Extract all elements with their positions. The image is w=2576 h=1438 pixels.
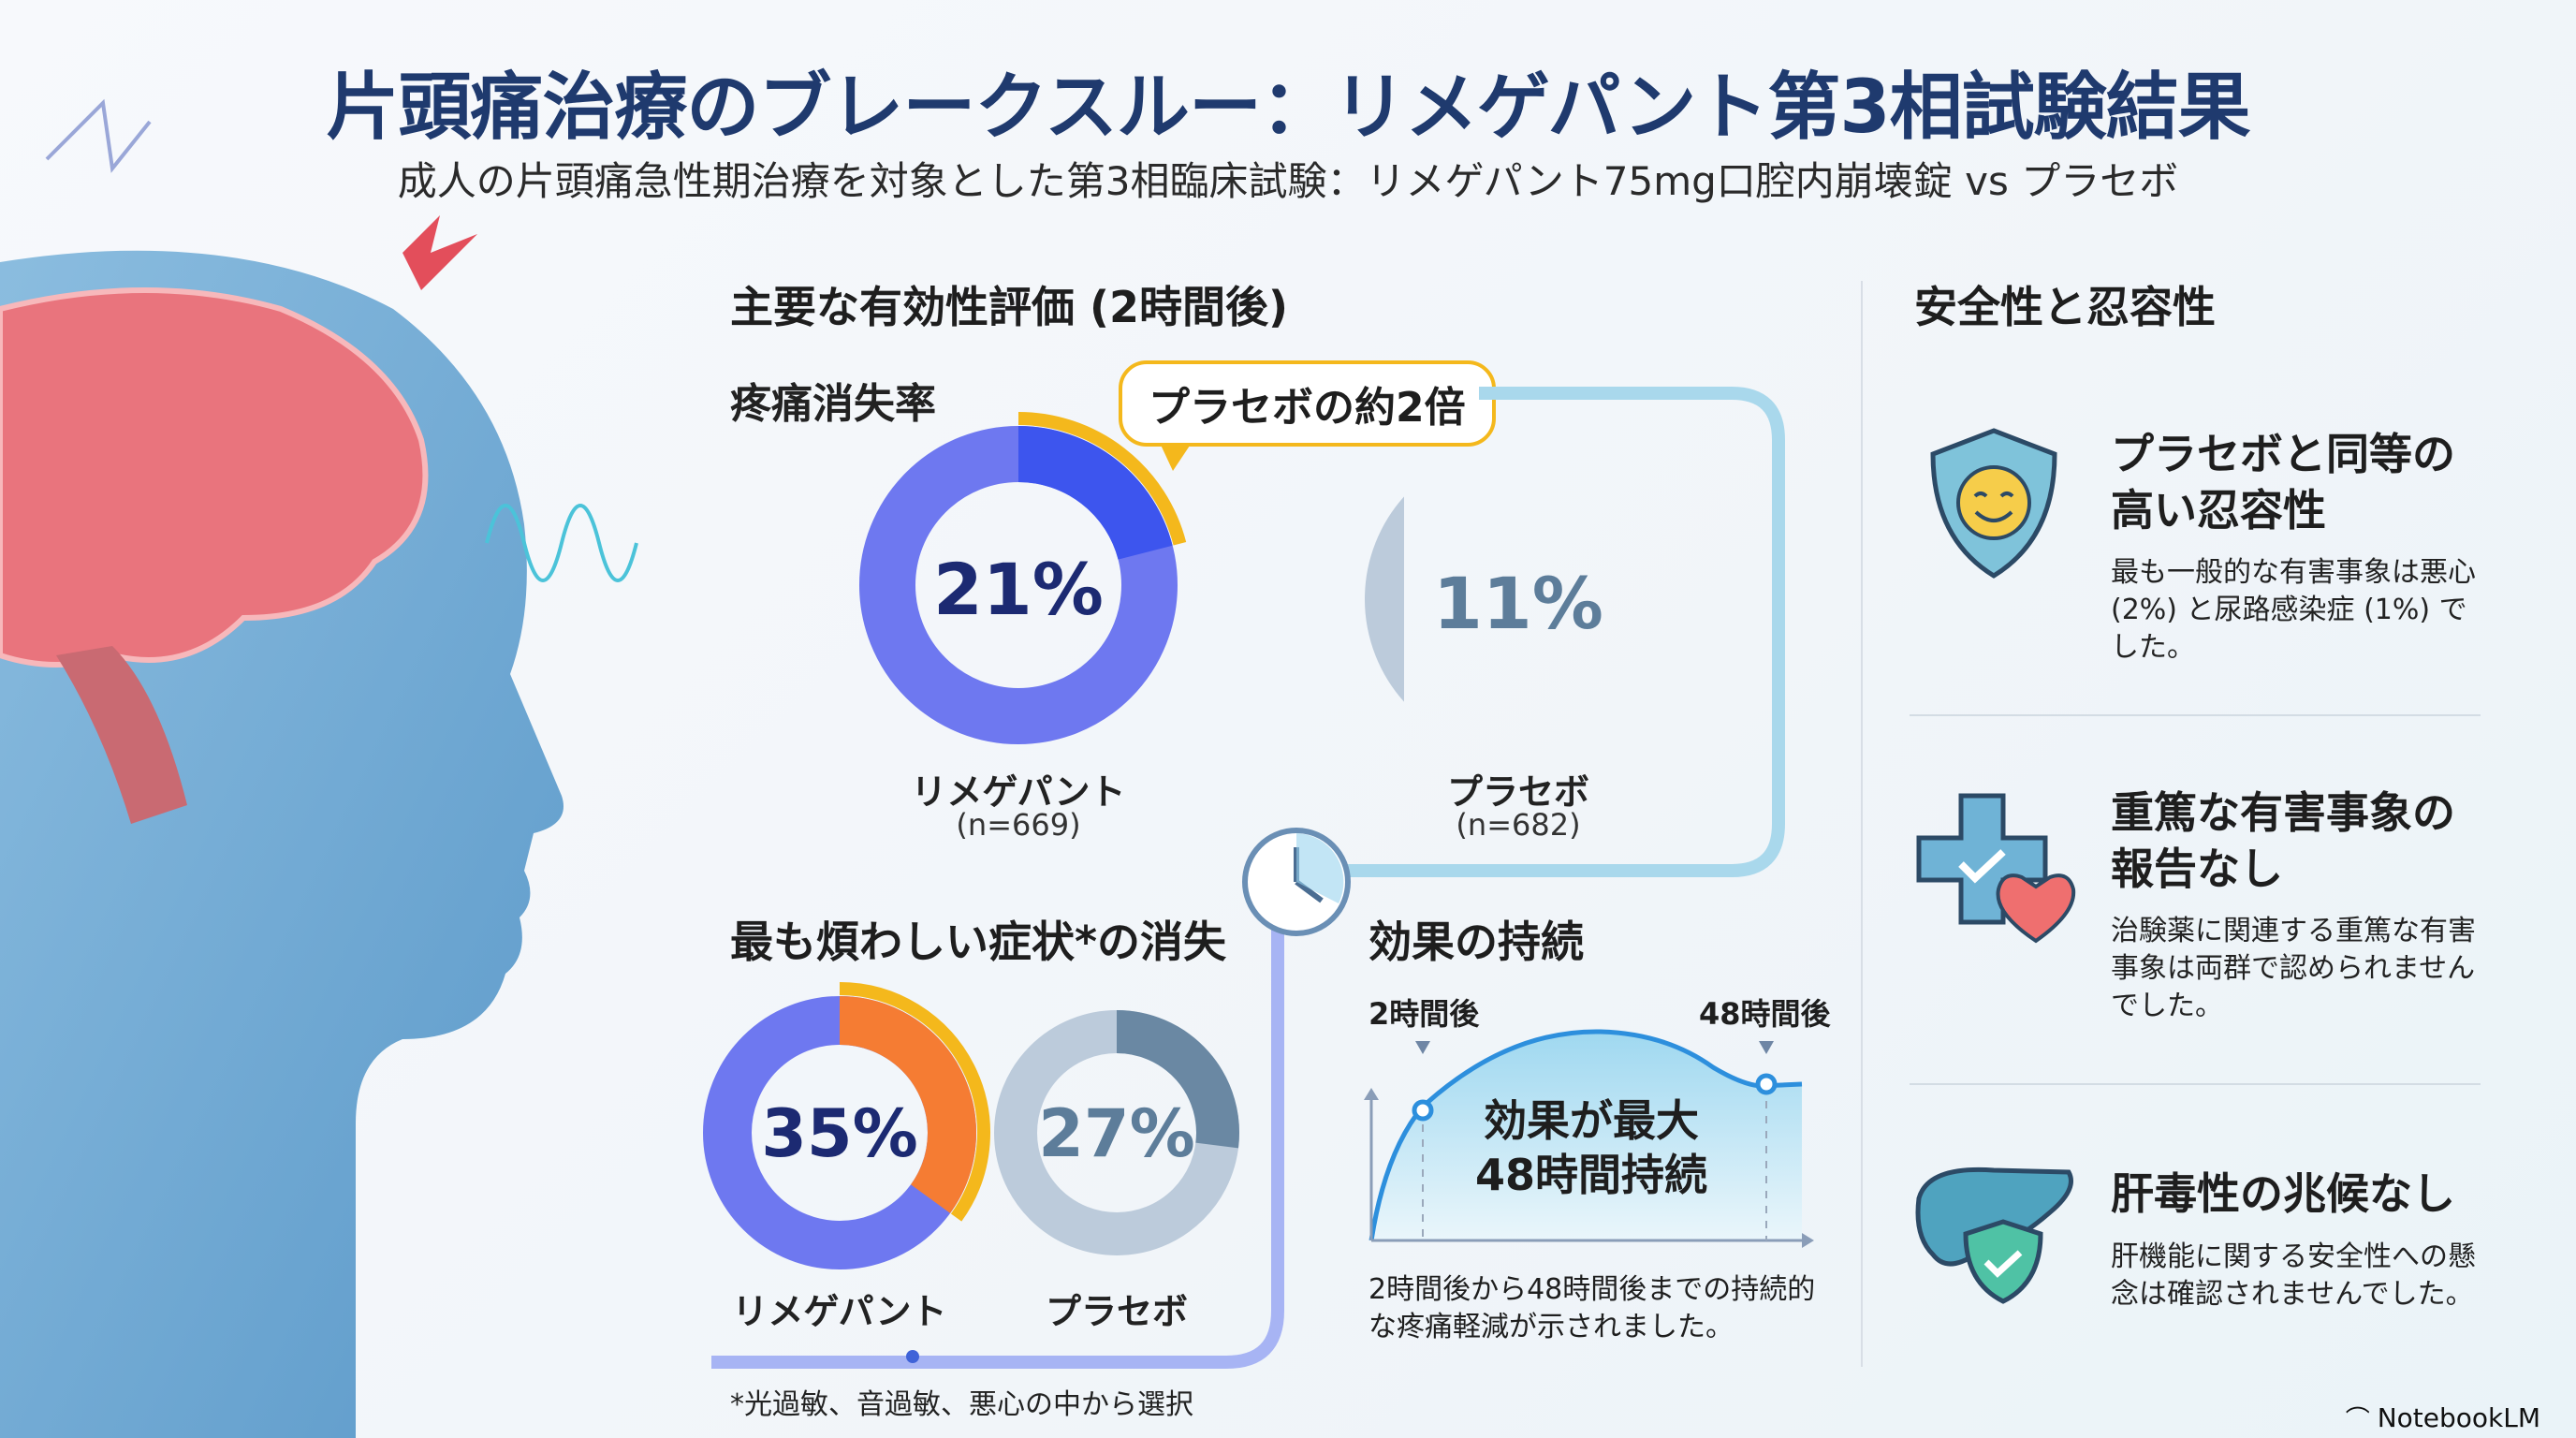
safety-divider-1: [1910, 714, 2481, 716]
page-subtitle: 成人の片頭痛急性期治療を対象とした第3相臨床試験：リメゲパント75mg口腔内崩壊…: [397, 158, 2179, 204]
notebooklm-logo-icon: ⌒: [2345, 1406, 2370, 1434]
drug-n: (n=669): [956, 807, 1081, 843]
shield-smile-icon: [1930, 428, 2057, 579]
head-brain-illustration: [0, 98, 638, 1438]
safety-item-1-title: プラセボと同等の 高い忍容性: [2111, 426, 2455, 538]
point-48h: [1755, 1073, 1778, 1095]
drug-pain-freedom-donut-segment: [1017, 426, 1173, 561]
duration-center-line-2: 48時間持続: [1474, 1150, 1707, 1200]
safety-item-2-title-line-1: 重篤な有害事象の: [2111, 787, 2455, 838]
mbs-placebo-label: プラセボ: [1045, 1291, 1188, 1332]
safety-item-2-body: 治験薬に関連する重篤な有害事象は両群で認められませんでした。: [2111, 915, 2476, 1022]
placebo-mbs-donut-segment: [1116, 1010, 1239, 1149]
placebo-pain-freedom-donut-ring: [1365, 496, 1404, 702]
marker-2h: 2時間後: [1368, 996, 1480, 1032]
liver-shield-icon: [1915, 1167, 2073, 1304]
duration-heading: 効果の持続: [1368, 917, 1584, 967]
safety-item-2-title: 重篤な有害事象の 報告なし: [2111, 785, 2455, 897]
brand-name: NotebookLM: [2377, 1402, 2540, 1433]
duration-center-text: 効果が最大 48時間持続: [1460, 1093, 1722, 1202]
safety-divider-2: [1910, 1083, 2481, 1085]
safety-item-3-body: 肝機能に関する安全性への懸念は確認されませんでした。: [2111, 1240, 2476, 1311]
duration-chart: [1364, 1029, 1814, 1248]
safety-item-1-title-line-2: 高い忍容性: [2111, 485, 2326, 536]
callout-bubble: プラセボの約2倍: [1119, 360, 1496, 471]
connector-dot: [906, 1350, 919, 1363]
safety-heading: 安全性と忍容性: [1914, 282, 2216, 332]
safety-item-1-title-line-1: プラセボと同等の: [2111, 429, 2455, 479]
mbs-drug-label: リメゲパント: [732, 1291, 947, 1332]
clock-icon: [1242, 828, 1351, 936]
column-divider: [1861, 281, 1863, 1367]
donut-charts: [703, 412, 1404, 1269]
efficacy-heading: 主要な有効性評価 (2時間後): [730, 282, 1289, 332]
placebo-label: プラセボ: [1446, 771, 1589, 813]
drug-mbs-donut-accent-arc: [839, 982, 990, 1222]
notebooklm-brand: ⌒ NotebookLM: [2346, 1401, 2540, 1435]
marker-48h: 48時間後: [1699, 996, 1831, 1032]
safety-item-1-body: 最も一般的な有害事象は悪心 (2%) と尿路感染症 (1%) でした。: [2111, 556, 2476, 664]
drug-label: リメゲパント: [911, 771, 1126, 813]
safety-item-2-title-line-2: 報告なし: [2111, 844, 2283, 894]
drug-mbs-donut-segment: [839, 996, 976, 1213]
drug-mbs-value: 35%: [761, 1095, 918, 1172]
drug-pain-freedom-value: 21%: [933, 548, 1104, 631]
page-title: 片頭痛治療のブレークスルー：リメゲパント第3相試験結果: [326, 66, 2250, 150]
footnote: *光過敏、音過敏、悪心の中から選択: [730, 1388, 1193, 1421]
duration-caption: 2時間後から48時間後までの持続的な疼痛軽減が示されました。: [1368, 1273, 1816, 1343]
pain-freedom-heading: 疼痛消失率: [730, 380, 936, 428]
placebo-mbs-value: 27%: [1038, 1095, 1195, 1172]
drug-pain-freedom-donut-accent-arc: [1017, 412, 1187, 546]
medical-cross-heart-icon: [1916, 793, 2076, 944]
duration-center-line-1: 効果が最大: [1484, 1095, 1699, 1146]
point-2h: [1412, 1099, 1434, 1122]
safety-item-3-title: 肝毒性の兆候なし: [2111, 1168, 2455, 1219]
placebo-pain-freedom-value: 11%: [1433, 562, 1603, 645]
mbs-heading: 最も煩わしい症状*の消失: [730, 917, 1227, 967]
placebo-n: (n=682): [1456, 807, 1581, 843]
